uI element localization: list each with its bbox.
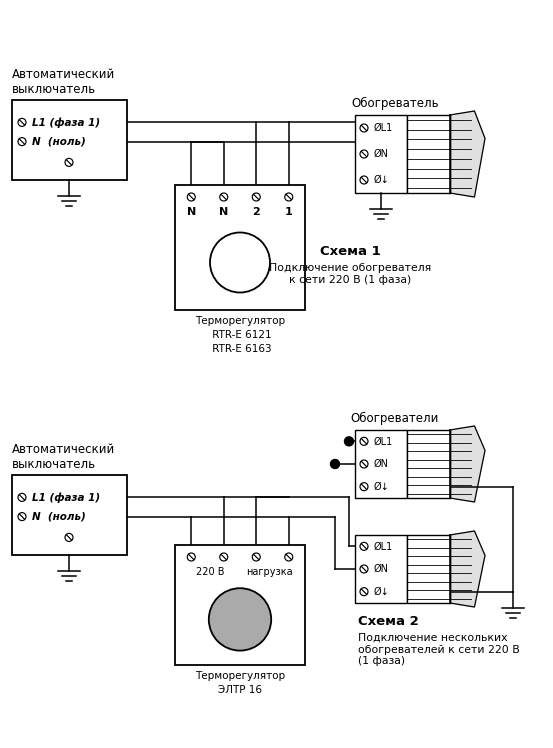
- Text: ЭЛТР 16: ЭЛТР 16: [218, 685, 262, 695]
- Bar: [355, 535, 407, 603]
- Text: RTR-E 6163: RTR-E 6163: [208, 344, 272, 354]
- Text: Автоматический
выключатель: Автоматический выключатель: [12, 68, 115, 96]
- Bar: [407, 430, 450, 498]
- Text: RTR-E 6121: RTR-E 6121: [208, 330, 272, 340]
- Text: ØN: ØN: [374, 564, 389, 574]
- Text: L1 (фаза 1): L1 (фаза 1): [32, 117, 100, 128]
- Circle shape: [345, 437, 353, 446]
- Polygon shape: [450, 531, 485, 607]
- Bar: [175, 185, 305, 310]
- Polygon shape: [450, 111, 485, 197]
- Text: Схема 2: Схема 2: [358, 615, 419, 628]
- Text: Автоматический
выключатель: Автоматический выключатель: [12, 443, 115, 471]
- Bar: [407, 115, 450, 193]
- Text: ØN: ØN: [374, 459, 389, 469]
- Text: Ø↓: Ø↓: [374, 482, 390, 491]
- Text: нагрузка: нагрузка: [247, 567, 293, 577]
- Text: Обогреватели: Обогреватели: [351, 412, 439, 425]
- Polygon shape: [450, 426, 485, 502]
- Text: 220 В: 220 В: [196, 567, 225, 577]
- Text: N  (ноль): N (ноль): [32, 512, 86, 521]
- Text: Схема 1: Схема 1: [320, 245, 380, 258]
- Text: Подключение нескольких
обогревателей к сети 220 В
(1 фаза): Подключение нескольких обогревателей к с…: [358, 633, 520, 666]
- Text: Ø↓: Ø↓: [374, 586, 390, 597]
- Text: ØL1: ØL1: [374, 436, 393, 447]
- Bar: [355, 115, 407, 193]
- Text: Подключение обогревателя
к сети 220 В (1 фаза): Подключение обогревателя к сети 220 В (1…: [269, 263, 431, 284]
- Text: L1 (фаза 1): L1 (фаза 1): [32, 492, 100, 503]
- Text: N  (ноль): N (ноль): [32, 137, 86, 147]
- Text: 2: 2: [252, 207, 260, 217]
- Text: Ø↓: Ø↓: [374, 175, 390, 185]
- Text: ØL1: ØL1: [374, 542, 393, 551]
- Bar: [12, 100, 127, 180]
- Text: Обогреватель: Обогреватель: [351, 97, 439, 110]
- Bar: [407, 535, 450, 603]
- Bar: [12, 475, 127, 555]
- Text: N: N: [186, 207, 196, 217]
- Text: N: N: [219, 207, 228, 217]
- Text: Терморегулятор: Терморегулятор: [195, 316, 285, 326]
- Text: ØL1: ØL1: [374, 123, 393, 133]
- Text: 1: 1: [285, 207, 293, 217]
- Circle shape: [210, 233, 270, 292]
- Text: Терморегулятор: Терморегулятор: [195, 671, 285, 681]
- Bar: [355, 430, 407, 498]
- Circle shape: [331, 459, 340, 468]
- Bar: [175, 545, 305, 665]
- Text: ØN: ØN: [374, 149, 389, 159]
- Circle shape: [209, 588, 271, 651]
